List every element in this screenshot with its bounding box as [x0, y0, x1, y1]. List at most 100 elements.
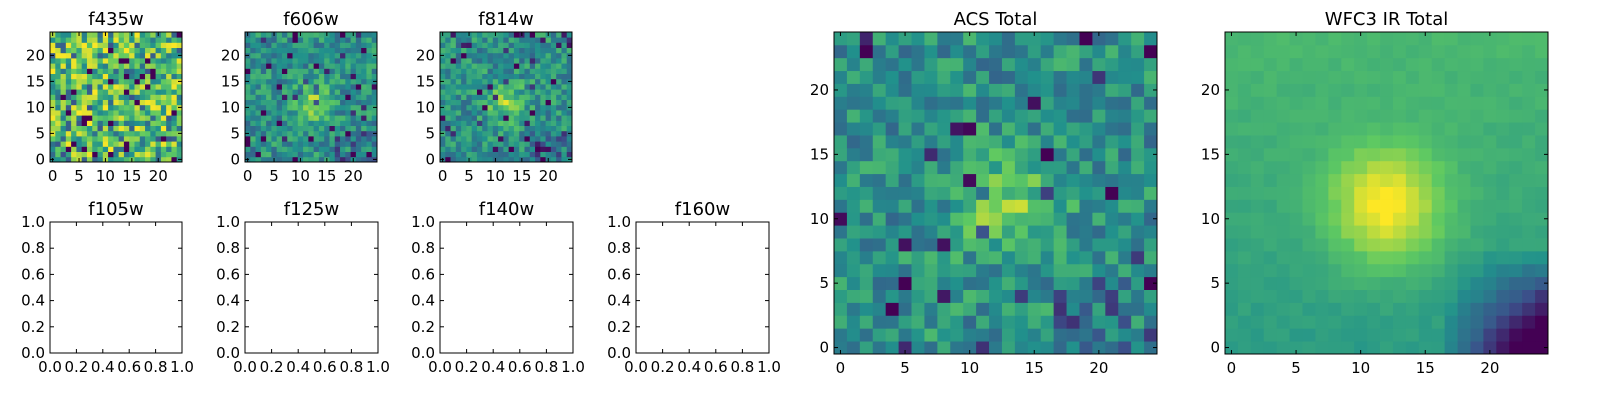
heatmap-cell: [540, 68, 546, 74]
y-tick-label: 0.6: [607, 265, 631, 283]
heatmap-cell: [350, 141, 357, 147]
heatmap-cell: [313, 84, 320, 90]
heatmap-cell: [1431, 212, 1446, 226]
heatmap-cell: [524, 73, 531, 80]
heatmap-cell: [1444, 212, 1458, 226]
heatmap-cell: [476, 68, 483, 74]
heatmap-cell: [361, 37, 367, 43]
heatmap-cell: [519, 110, 525, 116]
heatmap-cell: [318, 104, 325, 111]
heatmap-cell: [366, 151, 373, 158]
heatmap-cell: [361, 99, 367, 106]
heatmap-cell: [108, 110, 114, 116]
chart-title: ACS Total: [954, 9, 1038, 30]
heatmap-cell: [1328, 96, 1342, 110]
heatmap-cell: [911, 83, 925, 97]
heatmap-cell: [513, 32, 520, 38]
heatmap-cell: [50, 151, 56, 158]
heatmap-cell: [1341, 135, 1355, 149]
heatmap-cell: [492, 125, 499, 132]
heatmap-cell: [334, 94, 341, 100]
heatmap-cell: [911, 186, 925, 200]
heatmap-cell: [450, 151, 457, 158]
heatmap-cell: [139, 73, 146, 80]
heatmap-cell: [519, 84, 525, 90]
heatmap-cell: [950, 199, 964, 213]
heatmap-cell: [1079, 263, 1093, 278]
heatmap-cell: [129, 94, 135, 100]
heatmap-cell: [950, 302, 964, 316]
heatmap-cell: [989, 160, 1003, 175]
heatmap-cell: [1367, 147, 1381, 162]
heatmap-cell: [503, 151, 510, 158]
heatmap-cell: [1341, 328, 1355, 342]
heatmap-cell: [1276, 57, 1290, 72]
heatmap-cell: [271, 125, 278, 132]
heatmap-cell: [292, 73, 299, 80]
heatmap-cell: [519, 42, 525, 48]
heatmap-cell: [859, 32, 874, 46]
heatmap-cell: [1079, 212, 1093, 226]
heatmap-cell: [885, 83, 899, 97]
heatmap-cell: [350, 68, 357, 74]
heatmap-cell: [540, 94, 546, 100]
heatmap-cell: [872, 109, 887, 123]
heatmap-cell: [1289, 173, 1303, 187]
heatmap-cell: [60, 32, 67, 38]
heatmap-cell: [1263, 328, 1278, 342]
heatmap-cell: [524, 151, 531, 158]
x-tick-label: 0.0: [428, 358, 452, 376]
heatmap-cell: [503, 78, 510, 85]
heatmap-cell: [885, 276, 899, 290]
heatmap-cell: [108, 47, 114, 54]
heatmap-cell: [508, 99, 515, 106]
heatmap-cell: [492, 73, 499, 80]
heatmap-cell: [1380, 238, 1394, 252]
heatmap-cell: [355, 89, 362, 95]
heatmap-cell: [1225, 328, 1239, 342]
heatmap-cell: [1444, 250, 1458, 265]
heatmap-cell: [118, 89, 125, 95]
heatmap-cell: [318, 130, 325, 137]
heatmap-cell: [963, 341, 977, 355]
heatmap-cell: [329, 42, 336, 48]
y-tick-label: 1.0: [21, 213, 45, 231]
heatmap-cell: [989, 289, 1003, 303]
heatmap-cell: [1509, 122, 1523, 136]
heatmap-cell: [276, 125, 283, 132]
heatmap-cell: [155, 110, 162, 116]
heatmap-cell: [482, 110, 488, 116]
heatmap-cell: [81, 120, 88, 126]
heatmap-cell: [276, 146, 283, 152]
heatmap-cell: [297, 141, 304, 147]
heatmap-cell: [1444, 276, 1458, 290]
heatmap-cell: [350, 104, 357, 111]
heatmap-cell: [476, 146, 483, 152]
heatmap-cell: [1053, 44, 1067, 59]
heatmap-cell: [76, 110, 83, 116]
heatmap-cell: [561, 146, 568, 152]
heatmap-cell: [1079, 276, 1093, 290]
heatmap-cell: [1131, 109, 1145, 123]
heatmap-cell: [1144, 173, 1158, 187]
heatmap-cell: [324, 37, 330, 43]
heatmap-cell: [1483, 122, 1497, 136]
heatmap-cell: [1496, 263, 1510, 278]
heatmap-cell: [1066, 32, 1080, 46]
heatmap-cell: [513, 68, 520, 74]
heatmap-cell: [1118, 96, 1132, 110]
heatmap-cell: [65, 89, 72, 95]
heatmap-cell: [324, 73, 330, 80]
heatmap-cell: [1483, 276, 1497, 290]
heatmap-cell: [361, 63, 367, 69]
heatmap-cell: [1053, 135, 1067, 149]
heatmap-cell: [1457, 315, 1471, 329]
heatmap-cell: [989, 173, 1003, 187]
heatmap-cell: [329, 52, 336, 59]
heatmap-cell: [1341, 109, 1355, 123]
heatmap-cell: [455, 73, 462, 80]
heatmap-cell: [476, 104, 483, 111]
heatmap-cell: [498, 136, 504, 142]
heatmap-cell: [1509, 186, 1523, 200]
heatmap-cell: [318, 58, 325, 64]
